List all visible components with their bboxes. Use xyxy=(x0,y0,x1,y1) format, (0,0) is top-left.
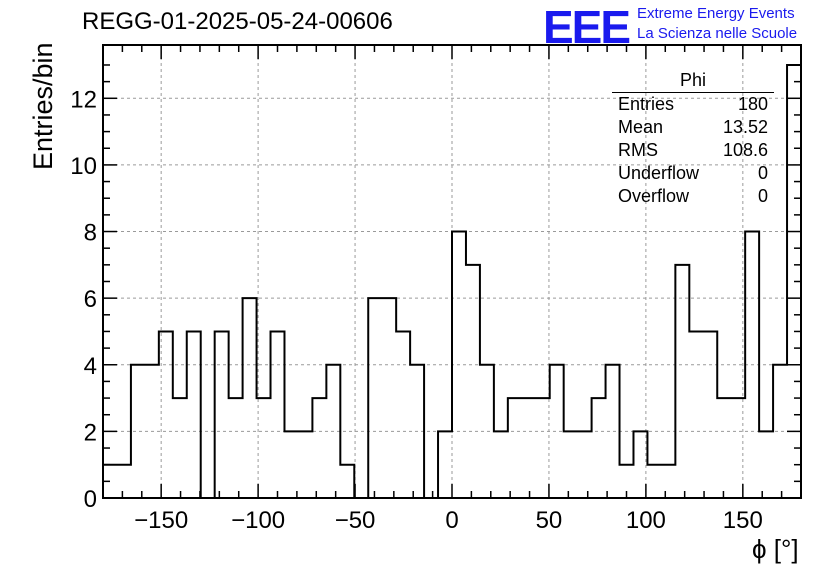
plot-title: REGG-01-2025-05-24-00606 xyxy=(82,8,393,35)
logo-caption: Extreme Energy Events La Scienza nelle S… xyxy=(637,4,797,44)
histogram-bars xyxy=(102,63,802,499)
stats-value: 180 xyxy=(737,94,768,114)
stats-row: Overflow 0 xyxy=(612,185,774,208)
stats-row: Underflow 0 xyxy=(612,162,774,185)
x-axis-ticks: −150 −100 −50 0 50 100 150 xyxy=(102,45,802,534)
y-tick-label: 8 xyxy=(84,220,97,247)
x-tick-label: 100 xyxy=(626,507,666,534)
stats-row: Entries 180 xyxy=(612,93,774,116)
y-tick-label: 4 xyxy=(84,353,97,380)
x-tick-label: −100 xyxy=(231,507,285,534)
x-tick-label: −50 xyxy=(335,507,376,534)
y-axis-ticks: 0 2 4 6 8 10 12 xyxy=(70,64,801,513)
y-tick-label: 6 xyxy=(84,286,97,313)
x-tick-label: 150 xyxy=(723,507,763,534)
stats-title: Phi xyxy=(612,70,774,93)
stats-label: Entries xyxy=(618,94,675,114)
logo-caption-line1: Extreme Energy Events xyxy=(637,5,795,22)
y-tick-label: 2 xyxy=(84,419,97,446)
y-tick-label: 0 xyxy=(84,486,97,513)
y-tick-label: 10 xyxy=(70,153,97,180)
y-tick-label: 12 xyxy=(70,86,97,113)
stats-row: Mean 13.52 xyxy=(612,116,774,139)
stats-value: 0 xyxy=(757,186,768,206)
logo-caption-line2: La Scienza nelle Scuole xyxy=(637,25,798,42)
stats-label: Overflow xyxy=(618,186,690,206)
stats-value: 108.6 xyxy=(722,140,768,160)
x-tick-label: 0 xyxy=(445,507,458,534)
x-tick-label: 50 xyxy=(536,507,563,534)
stats-value: 0 xyxy=(757,163,768,183)
x-tick-label: −150 xyxy=(134,507,188,534)
stats-value: 13.52 xyxy=(722,117,768,137)
stats-box: Phi Entries 180 Mean 13.52 RMS 108.6 Underf… xyxy=(612,70,774,208)
eee-logo: EEE xyxy=(543,1,631,53)
x-axis-label: ϕ [°] xyxy=(752,534,799,564)
stats-row: RMS 108.6 xyxy=(612,139,774,162)
y-axis-label: Entries/bin xyxy=(28,42,58,170)
stats-label: RMS xyxy=(618,140,658,160)
stats-label: Mean xyxy=(618,117,664,137)
stats-label: Underflow xyxy=(618,163,700,183)
